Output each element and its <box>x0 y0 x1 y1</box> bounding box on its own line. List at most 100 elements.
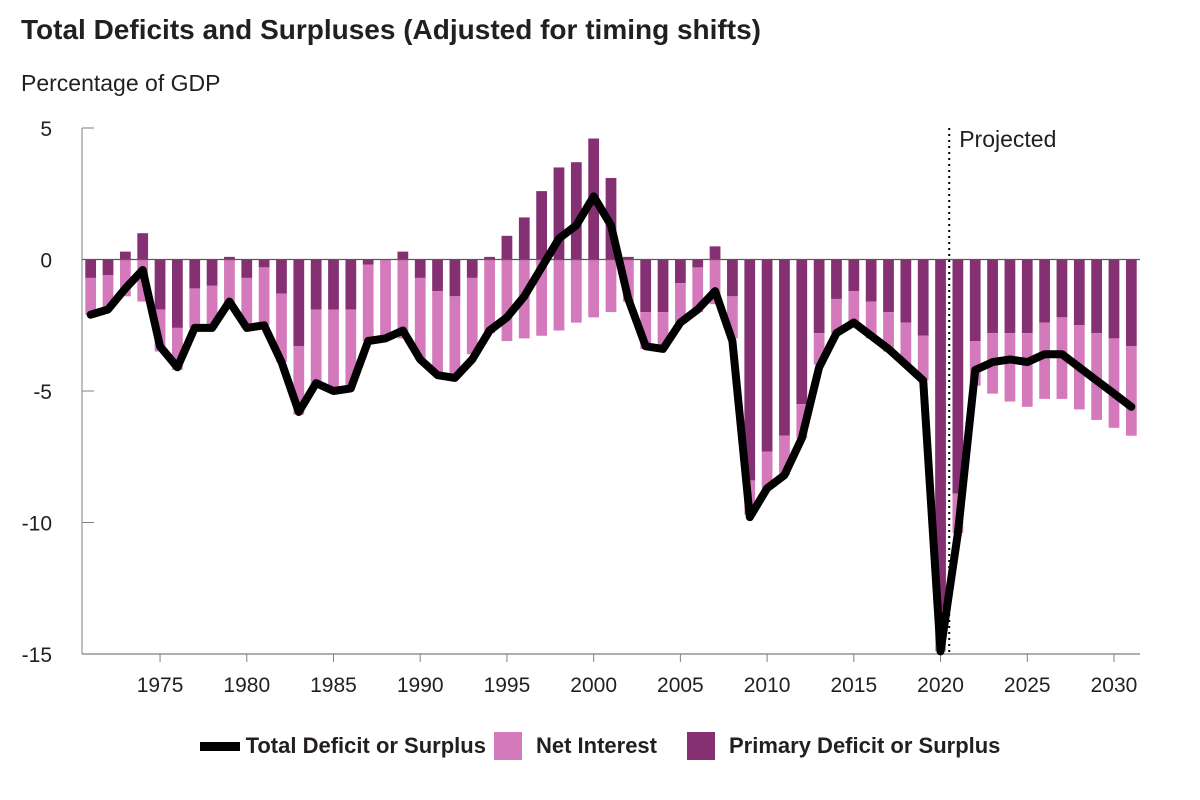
net-interest-bar <box>570 259 582 323</box>
net-interest-bar <box>501 259 513 342</box>
net-interest-bar <box>709 259 721 305</box>
net-interest-bar <box>675 283 686 323</box>
net-interest-bar <box>1039 322 1050 399</box>
primary-bar <box>987 259 998 334</box>
net-interest-bar <box>293 346 305 415</box>
x-tick-label: 1990 <box>397 674 444 697</box>
legend-swatch-net-interest <box>493 732 522 760</box>
net-interest-bar <box>1021 333 1033 407</box>
x-tick-label: 2030 <box>1091 674 1138 697</box>
net-interest-bar <box>328 309 339 389</box>
primary-bar <box>935 259 946 610</box>
net-interest-bar <box>588 259 600 318</box>
net-interest-bar <box>813 333 825 365</box>
primary-bar <box>727 259 738 297</box>
net-interest-bar <box>484 259 495 334</box>
primary-bar <box>310 259 322 310</box>
primary-bar <box>657 259 669 313</box>
primary-bar <box>414 259 426 278</box>
net-interest-bar <box>605 259 617 313</box>
x-tick-label: 1995 <box>484 674 531 697</box>
deficits-chart: 5 0 -5 -10 -15 1975 1980 1985 1990 1995 2000 2005 20… <box>22 118 1140 697</box>
net-interest-bar <box>206 285 218 328</box>
net-interest-bar <box>224 259 235 305</box>
primary-bar <box>692 259 704 268</box>
primary-bar <box>883 259 894 313</box>
net-interest-bar <box>831 298 842 334</box>
primary-bar <box>484 256 495 260</box>
primary-bar <box>1108 259 1120 339</box>
net-interest-bar <box>883 312 894 352</box>
y-tick-label: -10 <box>22 513 52 536</box>
primary-bar <box>1021 259 1033 334</box>
primary-bar <box>813 259 825 334</box>
net-interest-bar <box>761 451 773 489</box>
net-interest-bar <box>466 277 478 355</box>
y-tick-label: -5 <box>33 381 52 404</box>
primary-bar <box>900 259 912 323</box>
net-interest-bar <box>536 259 547 336</box>
primary-bar <box>570 162 582 260</box>
y-tick-label: -15 <box>22 644 52 667</box>
legend-item-primary: Primary Deficit or Surplus <box>683 732 1000 760</box>
net-interest-bar <box>241 277 253 328</box>
primary-bar <box>258 259 270 268</box>
x-tick-label: 2020 <box>917 674 964 697</box>
primary-bar <box>969 259 981 342</box>
primary-bar <box>154 259 166 310</box>
primary-bar <box>1091 259 1103 334</box>
primary-bar <box>449 259 461 297</box>
net-interest-bar <box>380 259 391 336</box>
net-interest-bar <box>969 341 981 386</box>
net-interest-bar <box>432 291 443 373</box>
x-tick-label: 2010 <box>744 674 791 697</box>
net-interest-bar <box>865 301 877 339</box>
y-tick-label: 5 <box>40 118 52 141</box>
primary-bar <box>397 251 409 260</box>
primary-bar <box>293 259 305 347</box>
primary-bar <box>709 246 721 260</box>
primary-bar <box>779 259 790 436</box>
net-interest-bar <box>848 291 860 326</box>
net-interest-bar <box>640 312 652 349</box>
primary-bar <box>432 259 443 292</box>
primary-bar <box>466 259 478 278</box>
primary-bar <box>865 259 877 302</box>
primary-bar <box>362 259 374 265</box>
net-interest-bar <box>553 259 565 331</box>
primary-bar <box>518 217 530 260</box>
legend-label-net-interest: Net Interest <box>535 733 657 758</box>
legend-label-total: Total Deficit or Surplus <box>245 733 486 758</box>
net-interest-bar <box>172 327 183 370</box>
primary-bar <box>1004 259 1016 334</box>
net-interest-bar <box>727 296 738 339</box>
primary-bar <box>553 167 565 260</box>
primary-bar <box>848 259 860 292</box>
net-interest-bar <box>622 259 634 302</box>
net-interest-bar <box>258 267 270 326</box>
primary-bar <box>917 259 929 336</box>
primary-bar <box>640 259 652 313</box>
net-interest-bar <box>692 267 704 313</box>
primary-bar <box>137 233 149 260</box>
total-deficit-line <box>86 192 1136 656</box>
legend-label-primary: Primary Deficit or Surplus <box>729 733 1001 758</box>
y-tick-label: 0 <box>40 250 52 273</box>
primary-bar <box>622 256 634 260</box>
net-interest-bar <box>189 288 201 328</box>
primary-bar <box>206 259 218 286</box>
primary-bar <box>1056 259 1068 318</box>
net-interest-bar <box>310 309 322 386</box>
primary-bar <box>85 259 97 278</box>
x-tick-label: 1985 <box>310 674 357 697</box>
x-tick-label: 2015 <box>830 674 877 697</box>
primary-bar <box>189 259 201 289</box>
net-interest-bar <box>449 296 461 376</box>
primary-bar <box>761 259 773 452</box>
net-interest-bar <box>362 264 374 342</box>
primary-bar <box>224 256 235 260</box>
primary-bar <box>744 259 756 481</box>
primary-bar <box>1125 259 1137 347</box>
net-interest-bar <box>102 275 114 310</box>
net-interest-bar <box>779 435 790 476</box>
